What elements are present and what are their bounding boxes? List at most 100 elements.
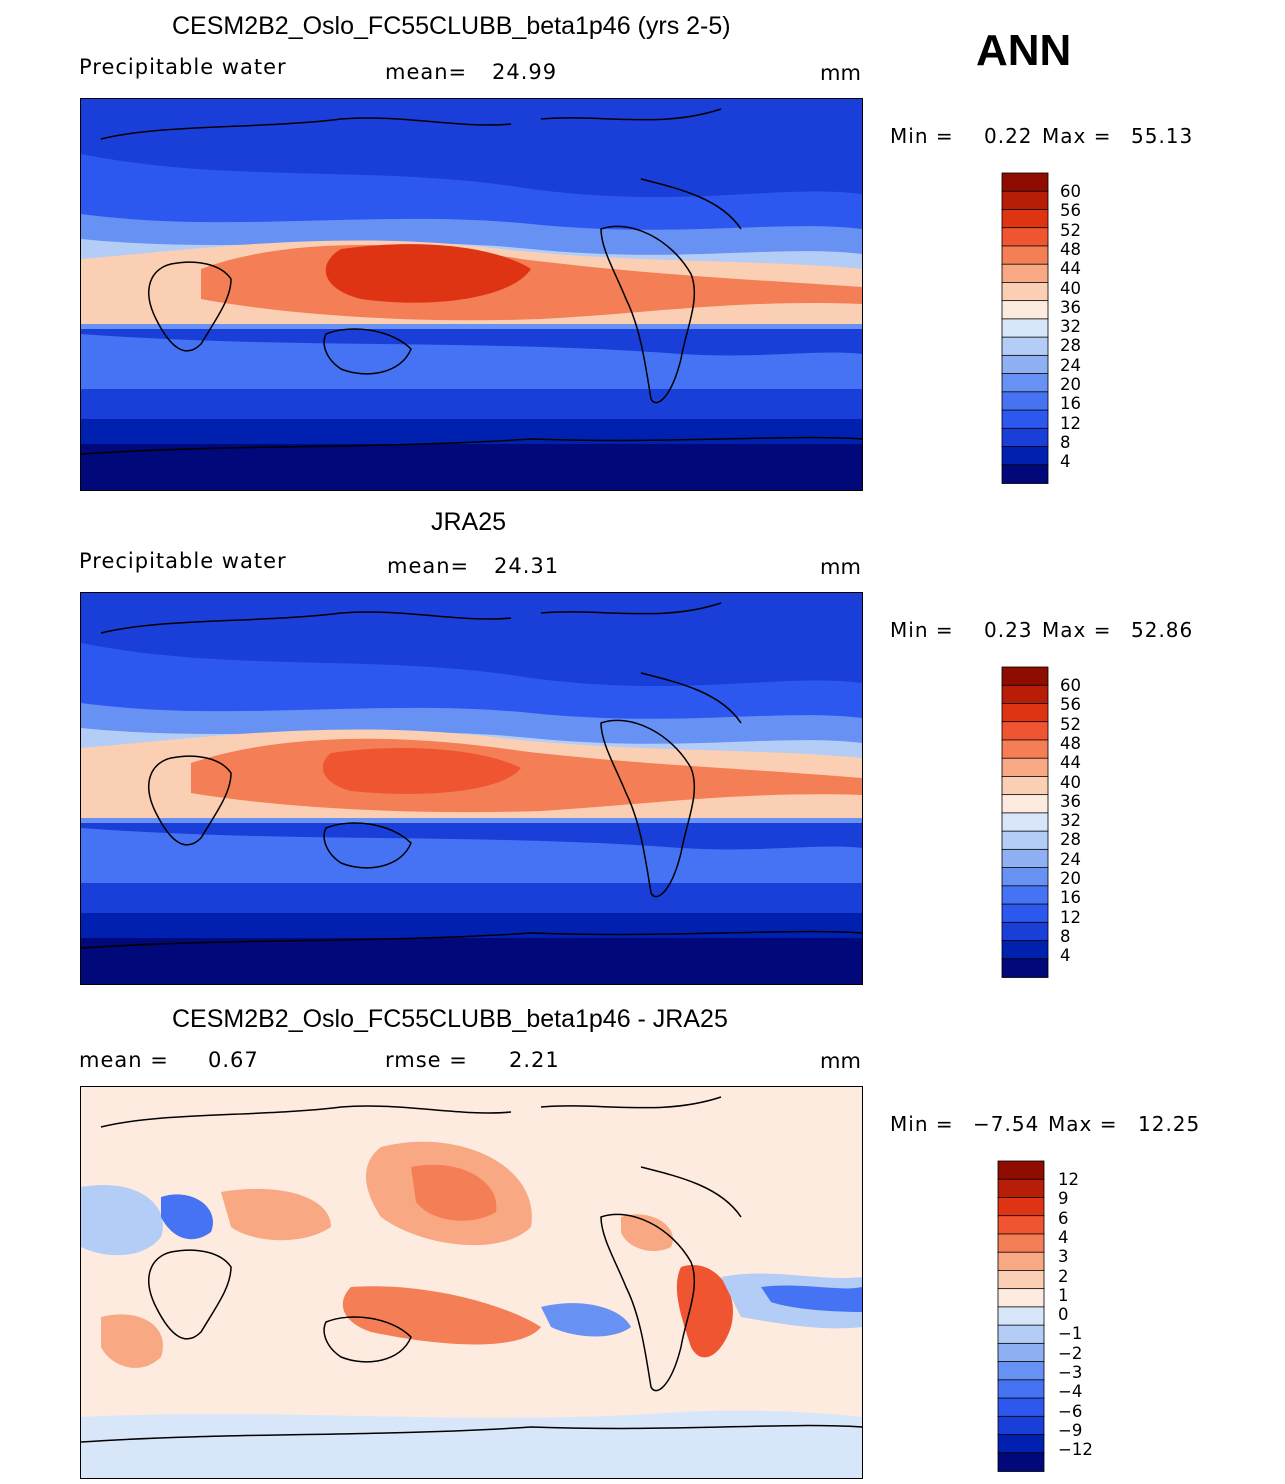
colorbar-swatch xyxy=(997,1160,1045,1181)
colorbar-tick-label: 60 xyxy=(1060,182,1081,201)
colorbar-swatch xyxy=(1001,172,1049,193)
colorbar-swatch xyxy=(997,1251,1045,1272)
colorbar-tick-label: 9 xyxy=(1058,1189,1069,1209)
min-label: Min = xyxy=(890,1112,954,1136)
colorbar-tick-label: 48 xyxy=(1060,239,1081,259)
colorbar xyxy=(1001,172,1049,484)
colorbar xyxy=(1001,666,1049,978)
colorbar-swatch xyxy=(997,1452,1045,1472)
mean-label: mean= xyxy=(385,60,468,84)
colorbar-tick-label: −3 xyxy=(1058,1363,1083,1382)
colorbar-tick-label: 24 xyxy=(1060,849,1081,869)
colorbar-tick-label: 8 xyxy=(1060,432,1071,452)
colorbar-swatch xyxy=(1001,427,1049,448)
colorbar-swatch xyxy=(1001,245,1049,266)
colorbar-tick-label: 60 xyxy=(1060,676,1081,695)
max-label: Max = xyxy=(1042,124,1112,148)
colorbar-swatch xyxy=(1001,721,1049,741)
colorbar-tick-label: 4 xyxy=(1060,452,1071,472)
colorbar-tick-label: 44 xyxy=(1060,753,1081,773)
max-label: Max = xyxy=(1042,618,1112,642)
colorbar-tick-label: 20 xyxy=(1060,869,1081,888)
colorbar-swatch xyxy=(997,1361,1045,1381)
colorbar-tick-label: 24 xyxy=(1060,355,1081,375)
colorbar-swatch xyxy=(1001,282,1049,302)
colorbar-tick-label: 52 xyxy=(1060,220,1081,240)
colorbar-swatch xyxy=(1001,409,1049,430)
variable-label: Precipitable water xyxy=(79,549,287,573)
mean-label: mean = xyxy=(79,1048,169,1072)
colorbar-tick-label: 3 xyxy=(1058,1247,1069,1267)
colorbar-swatch xyxy=(1001,885,1049,905)
colorbar-tick-label: 28 xyxy=(1060,830,1081,850)
min-value: 0.23 xyxy=(984,618,1033,642)
colorbar-tick-label: −1 xyxy=(1058,1324,1083,1344)
colorbar-swatch xyxy=(1001,227,1049,247)
colorbar-tick-label: 8 xyxy=(1060,926,1071,946)
colorbar-swatch xyxy=(997,1434,1045,1454)
colorbar-tick-label: 40 xyxy=(1060,772,1081,792)
colorbar-swatch xyxy=(1001,794,1049,814)
colorbar xyxy=(997,1160,1045,1472)
colorbar-tick-label: 2 xyxy=(1058,1266,1069,1286)
colorbar-tick-label: −4 xyxy=(1058,1382,1083,1402)
world-map xyxy=(80,592,863,985)
colorbar-swatch xyxy=(997,1379,1045,1399)
colorbar-tick-label: −9 xyxy=(1058,1420,1083,1440)
min-value: 0.22 xyxy=(984,124,1033,148)
colorbar-tick-label: 36 xyxy=(1060,297,1081,317)
colorbar-swatch xyxy=(1001,336,1049,357)
colorbar-tick-label: 28 xyxy=(1060,336,1081,356)
max-label: Max = xyxy=(1048,1112,1118,1136)
colorbar-swatch xyxy=(1001,776,1049,796)
colorbar-swatch xyxy=(1001,190,1049,211)
colorbar-swatch xyxy=(1001,464,1049,484)
colorbar-tick-label: −2 xyxy=(1058,1343,1083,1363)
min-label: Min = xyxy=(890,124,954,148)
colorbar-swatch xyxy=(997,1178,1045,1199)
mean-value: 24.99 xyxy=(492,60,558,84)
mean-value: 0.67 xyxy=(208,1048,259,1072)
colorbar-swatch xyxy=(1001,209,1049,229)
colorbar-swatch xyxy=(997,1215,1045,1235)
rmse-label: rmse = xyxy=(385,1048,468,1072)
colorbar-swatch xyxy=(997,1342,1045,1363)
colorbar-tick-label: 12 xyxy=(1060,907,1081,927)
colorbar-tick-label: 1 xyxy=(1058,1285,1069,1305)
colorbar-tick-label: 12 xyxy=(1060,413,1081,433)
mean-label: mean= xyxy=(387,554,470,578)
colorbar-tick-label: 16 xyxy=(1060,394,1081,414)
min-label: Min = xyxy=(890,618,954,642)
colorbar-swatch xyxy=(997,1288,1045,1308)
rmse-value: 2.21 xyxy=(509,1048,560,1072)
colorbar-tick-label: 36 xyxy=(1060,791,1081,811)
colorbar-tick-label: 56 xyxy=(1060,695,1081,715)
colorbar-tick-label: 32 xyxy=(1060,811,1081,831)
colorbar-swatch xyxy=(1001,373,1049,393)
colorbar-tick-label: 48 xyxy=(1060,733,1081,753)
max-value: 55.13 xyxy=(1131,124,1194,148)
colorbar-swatch xyxy=(997,1306,1045,1327)
units-label: mm xyxy=(820,1049,861,1073)
colorbar-swatch xyxy=(1001,830,1049,851)
colorbar-tick-label: 32 xyxy=(1060,317,1081,337)
panel-title: CESM2B2_Oslo_FC55CLUBB_beta1p46 - JRA25 xyxy=(172,1005,728,1033)
max-value: 52.86 xyxy=(1131,618,1194,642)
colorbar-swatch xyxy=(997,1233,1045,1254)
colorbar-swatch xyxy=(1001,446,1049,466)
colorbar-tick-label: 12 xyxy=(1058,1170,1079,1189)
colorbar-tick-label: 4 xyxy=(1058,1227,1069,1247)
colorbar-tick-label: 56 xyxy=(1060,201,1081,221)
colorbar-tick-label: 16 xyxy=(1060,888,1081,908)
colorbar-swatch xyxy=(1001,757,1049,778)
colorbar-tick-label: −12 xyxy=(1058,1440,1093,1460)
season-label: ANN xyxy=(976,26,1072,75)
colorbar-tick-label: 44 xyxy=(1060,259,1081,279)
variable-label: Precipitable water xyxy=(79,55,287,79)
min-value: −7.54 xyxy=(973,1112,1040,1136)
colorbar-tick-label: 40 xyxy=(1060,278,1081,298)
colorbar-tick-label: 0 xyxy=(1058,1305,1069,1325)
panel-title: CESM2B2_Oslo_FC55CLUBB_beta1p46 (yrs 2-5… xyxy=(172,12,731,40)
colorbar-swatch xyxy=(997,1324,1045,1345)
colorbar-swatch xyxy=(1001,812,1049,833)
